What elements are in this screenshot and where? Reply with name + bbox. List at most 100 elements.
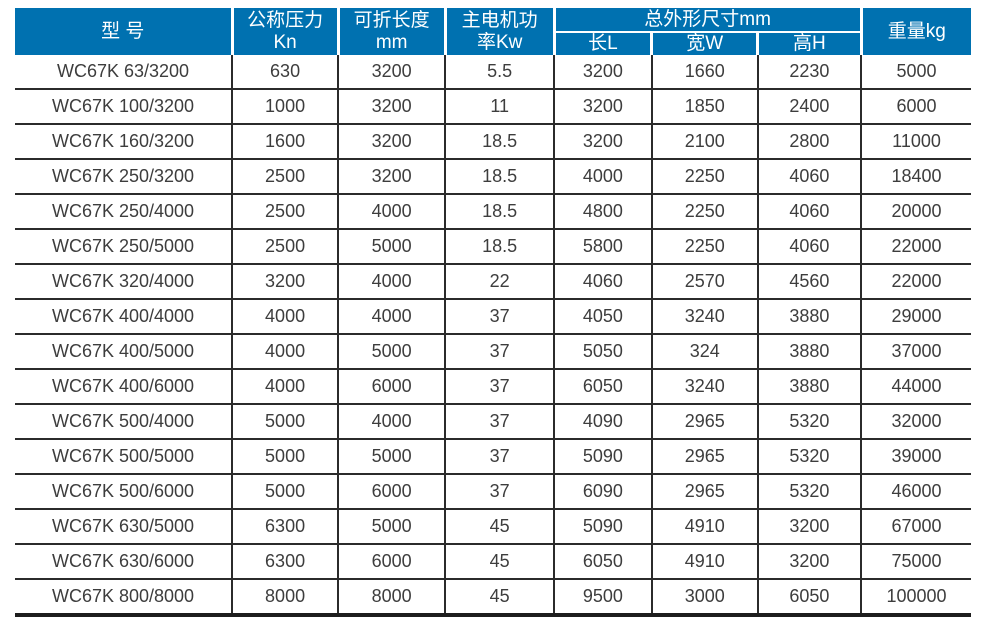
col-header-motor-line2: 率Kw <box>476 31 523 53</box>
cell-dim-width: 3000 <box>651 579 759 617</box>
cell-dim-width: 2100 <box>651 124 759 160</box>
cell-dim-width: 2965 <box>651 439 759 475</box>
cell-length-mm: 4000 <box>338 404 447 440</box>
cell-dim-length: 5800 <box>554 229 653 265</box>
cell-length-mm: 3200 <box>338 159 447 195</box>
cell-pressure-kn: 1000 <box>232 89 340 125</box>
cell-dim-height: 5320 <box>757 474 863 510</box>
cell-model: WC67K 400/5000 <box>15 334 234 370</box>
cell-model: WC67K 630/6000 <box>15 544 234 580</box>
cell-weight-kg: 11000 <box>861 124 971 160</box>
cell-dim-height: 3880 <box>757 299 863 335</box>
cell-model: WC67K 500/4000 <box>15 404 234 440</box>
cell-motor-kw: 45 <box>445 509 556 545</box>
cell-model: WC67K 250/3200 <box>15 159 234 195</box>
cell-dim-height: 2230 <box>757 55 863 90</box>
cell-pressure-kn: 4000 <box>232 299 340 335</box>
cell-dim-width: 4910 <box>651 509 759 545</box>
cell-weight-kg: 100000 <box>861 579 971 617</box>
table-row: WC67K 250/5000 2500 5000 18.5 5800 2250 4060 22… <box>15 229 971 265</box>
cell-dim-length: 3200 <box>554 55 653 90</box>
cell-dim-length: 6050 <box>554 544 653 580</box>
cell-dim-length: 4000 <box>554 159 653 195</box>
cell-pressure-kn: 5000 <box>232 474 340 510</box>
table-row: WC67K 500/6000 5000 6000 37 6090 2965 5320 4600… <box>15 474 971 510</box>
cell-length-mm: 5000 <box>338 334 447 370</box>
cell-length-mm: 5000 <box>338 229 447 265</box>
table-header: 型 号 公称压力 Kn 可折长度 mm 主电机功 率Kw 总外形尺寸mm 重量k… <box>15 8 971 55</box>
cell-motor-kw: 37 <box>445 404 556 440</box>
cell-dim-height: 2400 <box>757 89 863 125</box>
cell-dim-length: 5090 <box>554 509 653 545</box>
cell-length-mm: 5000 <box>338 439 447 475</box>
cell-model: WC67K 250/5000 <box>15 229 234 265</box>
col-header-pressure-line1: 公称压力 <box>247 9 324 31</box>
cell-dim-length: 4090 <box>554 404 653 440</box>
cell-motor-kw: 18.5 <box>445 229 556 265</box>
cell-dim-width: 324 <box>651 334 759 370</box>
table-row: WC67K 800/8000 8000 8000 45 9500 3000 6050 1000… <box>15 579 971 617</box>
col-header-pressure-line2: Kn <box>273 31 297 53</box>
cell-weight-kg: 22000 <box>861 229 971 265</box>
col-header-length-line2: mm <box>375 31 408 53</box>
header-row-main: 型 号 公称压力 Kn 可折长度 mm 主电机功 率Kw 总外形尺寸mm 重量k… <box>15 8 971 55</box>
cell-length-mm: 4000 <box>338 194 447 230</box>
col-header-motor-line1: 主电机功 <box>461 9 538 31</box>
cell-model: WC67K 500/5000 <box>15 439 234 475</box>
table-row: WC67K 630/6000 6300 6000 45 6050 4910 3200 7500… <box>15 544 971 580</box>
cell-weight-kg: 6000 <box>861 89 971 125</box>
cell-dim-length: 6050 <box>554 369 653 405</box>
cell-dim-height: 4060 <box>757 159 863 195</box>
cell-weight-kg: 22000 <box>861 264 971 300</box>
table-body: WC67K 63/3200 630 3200 5.5 3200 1660 2230 5000 W… <box>15 55 971 617</box>
col-header-motor: 主电机功 率Kw <box>443 8 555 55</box>
cell-motor-kw: 45 <box>445 579 556 617</box>
table-row: WC67K 100/3200 1000 3200 11 3200 1850 2400 6000 <box>15 89 971 125</box>
cell-dim-length: 3200 <box>554 89 653 125</box>
cell-length-mm: 6000 <box>338 474 447 510</box>
cell-weight-kg: 29000 <box>861 299 971 335</box>
cell-model: WC67K 400/4000 <box>15 299 234 335</box>
cell-weight-kg: 20000 <box>861 194 971 230</box>
table-row: WC67K 400/6000 4000 6000 37 6050 3240 3880 4400… <box>15 369 971 405</box>
cell-dim-width: 1660 <box>651 55 759 90</box>
cell-dim-width: 2250 <box>651 229 759 265</box>
cell-dim-length: 5090 <box>554 439 653 475</box>
cell-dim-height: 4060 <box>757 194 863 230</box>
col-header-length-line1: 可折长度 <box>353 9 430 31</box>
col-header-weight: 重量kg <box>859 8 971 55</box>
cell-dim-width: 1850 <box>651 89 759 125</box>
cell-motor-kw: 5.5 <box>445 55 556 90</box>
cell-pressure-kn: 3200 <box>232 264 340 300</box>
cell-motor-kw: 11 <box>445 89 556 125</box>
col-header-length: 可折长度 mm <box>336 8 446 55</box>
cell-motor-kw: 37 <box>445 439 556 475</box>
cell-weight-kg: 46000 <box>861 474 971 510</box>
cell-model: WC67K 250/4000 <box>15 194 234 230</box>
cell-motor-kw: 45 <box>445 544 556 580</box>
cell-motor-kw: 37 <box>445 299 556 335</box>
cell-weight-kg: 18400 <box>861 159 971 195</box>
col-header-dim-length: 长L <box>552 32 652 55</box>
cell-dim-height: 3200 <box>757 509 863 545</box>
cell-weight-kg: 5000 <box>861 55 971 90</box>
cell-dim-height: 6050 <box>757 579 863 617</box>
cell-pressure-kn: 2500 <box>232 194 340 230</box>
cell-dim-length: 9500 <box>554 579 653 617</box>
cell-weight-kg: 75000 <box>861 544 971 580</box>
col-header-dim-width: 宽W <box>650 32 758 55</box>
cell-pressure-kn: 4000 <box>232 334 340 370</box>
cell-length-mm: 3200 <box>338 124 447 160</box>
cell-length-mm: 6000 <box>338 369 447 405</box>
cell-dim-width: 2570 <box>651 264 759 300</box>
cell-motor-kw: 22 <box>445 264 556 300</box>
cell-weight-kg: 32000 <box>861 404 971 440</box>
table-row: WC67K 250/4000 2500 4000 18.5 4800 2250 4060 20… <box>15 194 971 230</box>
cell-motor-kw: 37 <box>445 334 556 370</box>
cell-model: WC67K 160/3200 <box>15 124 234 160</box>
cell-motor-kw: 37 <box>445 369 556 405</box>
cell-model: WC67K 630/5000 <box>15 509 234 545</box>
table-row: WC67K 400/5000 4000 5000 37 5050 324 3880 37000 <box>15 334 971 370</box>
cell-dim-width: 2965 <box>651 404 759 440</box>
cell-dim-length: 4800 <box>554 194 653 230</box>
